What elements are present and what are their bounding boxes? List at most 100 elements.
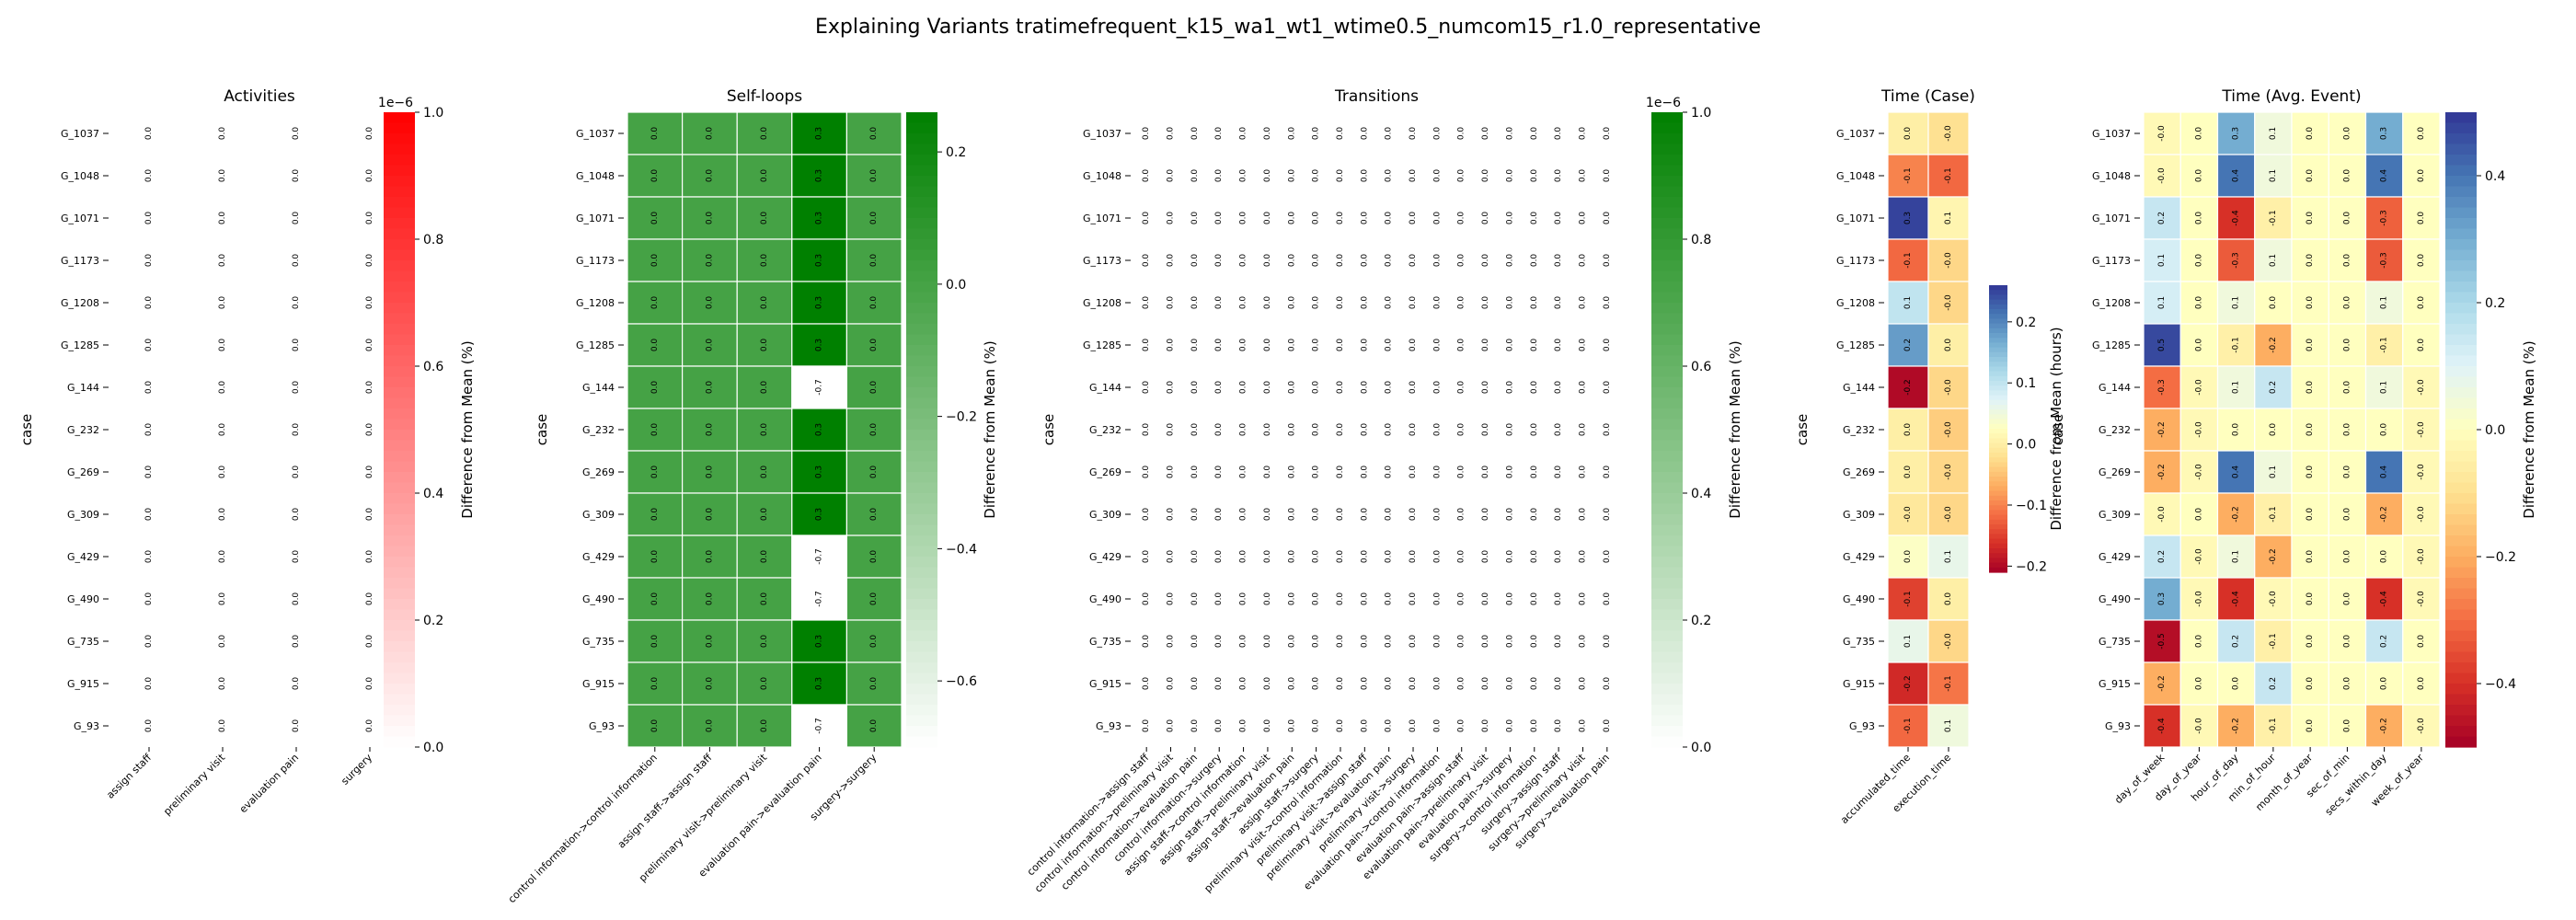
heatmap-cell bbox=[681, 238, 738, 282]
heatmap-cell bbox=[186, 451, 259, 493]
cell-value-label: 0.0 bbox=[650, 296, 660, 310]
heatmap-cell bbox=[736, 619, 793, 663]
heatmap-cell bbox=[1158, 197, 1183, 239]
cell-value-label: 0.0 bbox=[1214, 254, 1224, 268]
cell-value-label: 0.0 bbox=[1457, 127, 1466, 141]
heatmap-cell bbox=[1134, 239, 1159, 282]
cell-value-label: 0.0 bbox=[1167, 508, 1176, 522]
colorbar-segment bbox=[1651, 705, 1683, 717]
cell-value-label: 0.0 bbox=[869, 550, 879, 564]
heatmap-cell bbox=[1328, 408, 1353, 451]
colorbar-segment bbox=[384, 355, 415, 367]
heatmap-cell bbox=[1927, 619, 1970, 663]
colorbar-segment bbox=[384, 514, 415, 526]
heatmap-cell bbox=[112, 662, 186, 705]
cell-value-label: 0.0 bbox=[650, 423, 660, 437]
cell-value-label: 0.0 bbox=[1432, 212, 1442, 225]
cell-value-label: 0.0 bbox=[1239, 719, 1248, 733]
colorbar-segment bbox=[906, 736, 937, 748]
cell-value-label: 0.0 bbox=[1167, 296, 1176, 310]
heatmap-cell bbox=[1449, 662, 1474, 705]
heatmap-cell bbox=[1546, 155, 1571, 197]
colorbar-segment bbox=[1651, 641, 1683, 653]
colorbar-segment bbox=[1989, 514, 2007, 521]
heatmap-cell bbox=[1449, 324, 1474, 366]
colorbar-segment bbox=[1651, 736, 1683, 748]
cell-value-label: 0.0 bbox=[1190, 508, 1200, 522]
heatmap-cell bbox=[1522, 282, 1547, 324]
cell-value-label: 0.3 bbox=[2157, 592, 2167, 605]
colorbar-segment bbox=[2445, 249, 2477, 261]
cell-value-label: 0.0 bbox=[1409, 635, 1418, 649]
heatmap-cell bbox=[1425, 408, 1450, 451]
colorbar-segment bbox=[1651, 620, 1683, 632]
cell-value-label: 0.0 bbox=[1603, 550, 1612, 564]
y-tick-label: G_735 bbox=[67, 636, 99, 648]
heatmap-cell bbox=[736, 323, 793, 367]
heatmap-cell bbox=[1400, 282, 1426, 324]
colorbar-segment bbox=[2445, 651, 2477, 663]
cell-value-label: 0.0 bbox=[1360, 592, 1369, 606]
cell-value-label: -0.0 bbox=[2194, 379, 2203, 396]
heatmap-cell bbox=[1280, 366, 1305, 408]
heatmap-cell bbox=[1182, 366, 1208, 408]
y-tick-label: G_1285 bbox=[1083, 339, 1121, 351]
heatmap-cell bbox=[681, 281, 738, 325]
cell-value-label: 0.0 bbox=[760, 466, 769, 479]
heatmap-cell bbox=[2364, 154, 2404, 198]
heatmap-cell bbox=[1449, 408, 1474, 451]
heatmap-cell bbox=[1304, 155, 1328, 197]
heatmap-cell bbox=[1231, 324, 1256, 366]
cell-value-label: 0.0 bbox=[869, 212, 879, 225]
cell-value-label: 0.0 bbox=[2194, 212, 2203, 225]
heatmap-cell bbox=[1231, 662, 1256, 705]
cell-value-label: 0.2 bbox=[2269, 381, 2278, 394]
cell-value-label: 0.0 bbox=[760, 339, 769, 352]
cell-value-label: -0.2 bbox=[2157, 421, 2167, 438]
heatmap-cell bbox=[791, 365, 847, 409]
heatmap-cell bbox=[186, 239, 259, 282]
cell-value-label: 0.0 bbox=[1287, 169, 1296, 183]
y-tick-label: G_269 bbox=[1843, 466, 1875, 478]
y-axis-label: case bbox=[1041, 414, 1057, 445]
cell-value-label: 0.0 bbox=[292, 339, 301, 352]
colorbar-label: Difference from Mean (hours) bbox=[2048, 327, 2064, 530]
cell-value-label: 0.0 bbox=[218, 212, 227, 225]
cell-value-label: 0.3 bbox=[815, 127, 824, 140]
cell-value-label: 0.0 bbox=[1239, 423, 1248, 437]
cell-value-label: 0.0 bbox=[1287, 381, 1296, 395]
x-tick-label: preliminary visit bbox=[161, 751, 227, 817]
heatmap-cell bbox=[1280, 705, 1305, 747]
heatmap-cell bbox=[1328, 324, 1353, 366]
colorbar-tick-label: 0.0 bbox=[2016, 438, 2036, 453]
cell-value-label: -0.4 bbox=[2232, 210, 2241, 226]
cell-value-label: 0.0 bbox=[1554, 550, 1563, 564]
heatmap-cell bbox=[1182, 493, 1208, 535]
cell-value-label: 0.0 bbox=[1603, 508, 1612, 522]
colorbar-segment bbox=[1989, 481, 2007, 487]
cell-value-label: 0.0 bbox=[1336, 169, 1345, 183]
cell-value-label: 0.0 bbox=[1336, 550, 1345, 564]
heatmap-cell bbox=[1182, 324, 1208, 366]
heatmap-cell bbox=[1546, 578, 1571, 620]
cell-value-label: 0.0 bbox=[1505, 508, 1514, 522]
cell-value-label: -0.3 bbox=[2232, 252, 2241, 269]
heatmap-cell bbox=[1207, 324, 1232, 366]
heatmap-cell bbox=[2179, 196, 2219, 240]
heatmap-cell bbox=[186, 324, 259, 366]
heatmap-cell bbox=[2216, 281, 2256, 325]
colorbar-segment bbox=[1989, 414, 2007, 420]
cell-value-label: 0.0 bbox=[144, 127, 154, 141]
cell-value-label: 0.0 bbox=[1505, 677, 1514, 691]
heatmap-cell bbox=[1570, 282, 1595, 324]
colorbar-segment bbox=[1989, 351, 2007, 358]
cell-value-label: 0.0 bbox=[144, 381, 154, 395]
colorbar-segment bbox=[1989, 405, 2007, 410]
heatmap-cell bbox=[1231, 535, 1256, 578]
cell-value-label: 0.0 bbox=[1142, 254, 1151, 268]
cell-value-label: 0.0 bbox=[760, 254, 769, 268]
colorbar-segment bbox=[384, 599, 415, 611]
heatmap-cell bbox=[112, 408, 186, 451]
heatmap-cell bbox=[1473, 282, 1499, 324]
heatmap-cell bbox=[1570, 535, 1595, 578]
